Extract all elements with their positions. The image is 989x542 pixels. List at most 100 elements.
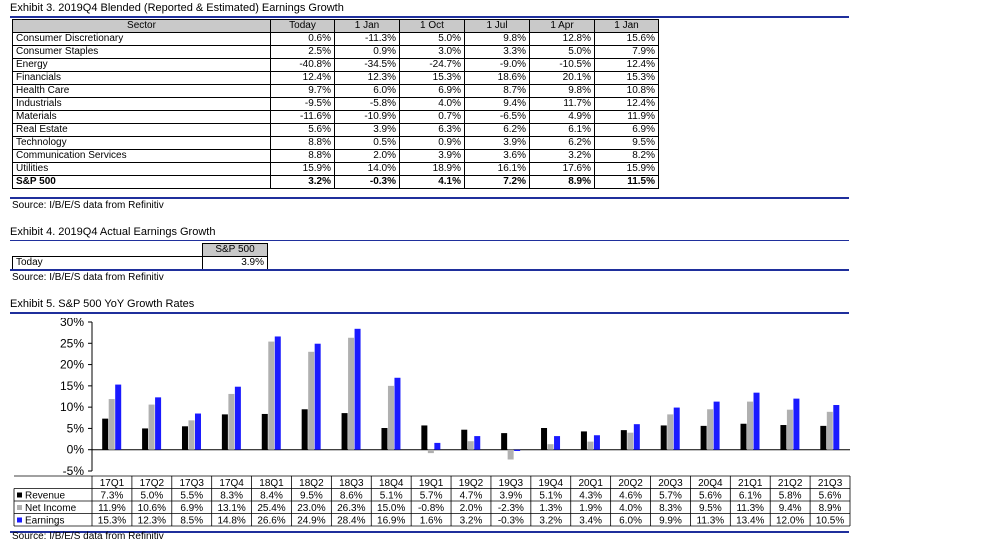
growth-value-cell: 6.2%: [529, 136, 595, 150]
growth-value-cell: 11.7%: [529, 97, 595, 111]
bar-earnings: [833, 405, 840, 450]
header-period: 1 Jan: [334, 19, 400, 33]
growth-value-cell: 15.9%: [594, 162, 659, 176]
growth-value-cell: -24.7%: [399, 58, 465, 72]
legend-label: Earnings: [25, 516, 64, 527]
data-label: 9.5%: [300, 491, 323, 502]
data-label: 4.6%: [619, 491, 642, 502]
bar-revenue: [620, 430, 627, 450]
growth-value-cell: -10.5%: [529, 58, 595, 72]
data-label: 9.9%: [659, 516, 682, 527]
legend-label: Revenue: [25, 491, 65, 502]
growth-value-cell: 0.7%: [399, 110, 465, 124]
data-label: 13.1%: [217, 503, 245, 514]
growth-value-cell: -34.5%: [334, 58, 400, 72]
growth-value-cell: 6.2%: [464, 123, 530, 137]
table-row: Consumer Staples 2.5% 0.9% 3.0% 3.3% 5.0% 7.9%: [12, 45, 659, 59]
growth-value-cell: -9.0%: [464, 58, 530, 72]
growth-value-cell: 5.6%: [270, 123, 335, 137]
bar-earnings: [514, 449, 521, 451]
sector-growth-table: Sector Today 1 Jan 1 Oct 1 Jul 1 Apr 1 Jan Con…: [12, 19, 659, 189]
data-label: 6.0%: [619, 516, 642, 527]
category-label: 21Q1: [738, 478, 763, 489]
growth-value-cell: 3.9%: [334, 123, 400, 137]
sector-name-cell: Materials: [12, 110, 271, 124]
exhibit4-title: Exhibit 4. 2019Q4 Actual Earnings Growth: [10, 226, 216, 238]
growth-value-cell: -11.3%: [334, 32, 400, 46]
bar-net-income: [786, 409, 793, 450]
bar-revenue: [421, 425, 428, 450]
growth-value-cell: -10.9%: [334, 110, 400, 124]
bar-net-income: [587, 441, 594, 450]
data-label: 11.9%: [98, 503, 126, 514]
growth-rates-chart: -5% 0% 5% 10% 15% 20% 25% 30% 17Q1 17Q2 17Q3 17Q4 18…: [13, 318, 851, 527]
growth-value-cell: 12.8%: [529, 32, 595, 46]
bar-earnings: [394, 377, 401, 450]
data-label: 4.3%: [579, 491, 602, 502]
bar-earnings: [633, 424, 640, 450]
data-label: 5.5%: [180, 491, 203, 502]
y-tick-label: 20%: [60, 358, 84, 372]
growth-value-cell: 4.1%: [399, 175, 465, 189]
growth-value-cell: -9.5%: [270, 97, 335, 111]
growth-value-cell: 18.6%: [464, 71, 530, 85]
bar-revenue: [261, 413, 268, 450]
data-label: 24.9%: [297, 516, 325, 527]
table-row: Real Estate 5.6% 3.9% 6.3% 6.2% 6.1% 6.9%: [12, 123, 659, 137]
data-label: 1.6%: [420, 516, 443, 527]
growth-value-cell: 3.9%: [399, 149, 465, 163]
header-sector: Sector: [12, 19, 271, 33]
sector-name-cell: Financials: [12, 71, 271, 85]
bar-net-income: [667, 414, 674, 450]
growth-value-cell: 4.9%: [529, 110, 595, 124]
data-label: 5.6%: [819, 491, 842, 502]
growth-value-cell: 3.3%: [464, 45, 530, 59]
growth-value-cell: 5.0%: [529, 45, 595, 59]
exhibit4-source: Source: I/B/E/S data from Refinitiv: [12, 272, 164, 283]
legend-label: Net Income: [25, 503, 77, 514]
data-label: 12.3%: [138, 516, 166, 527]
growth-value-cell: -11.6%: [270, 110, 335, 124]
growth-value-cell: 15.6%: [594, 32, 659, 46]
data-label: 8.6%: [340, 491, 363, 502]
data-label: 28.4%: [337, 516, 365, 527]
growth-value-cell: 9.8%: [529, 84, 595, 98]
data-label: 1.9%: [579, 503, 602, 514]
data-label: 5.1%: [380, 491, 403, 502]
category-label: 18Q2: [299, 478, 324, 489]
growth-value-cell: 7.9%: [594, 45, 659, 59]
category-label: 19Q4: [539, 478, 564, 489]
data-label: 13.4%: [736, 516, 764, 527]
bar-net-income: [467, 441, 474, 450]
data-label: -2.3%: [498, 503, 524, 514]
growth-value-cell: 3.9%: [464, 136, 530, 150]
exhibit4-rule: [10, 240, 849, 241]
growth-value-cell: 6.1%: [529, 123, 595, 137]
bar-net-income: [627, 432, 634, 450]
data-label: 3.9%: [499, 491, 522, 502]
header-period: 1 Jan: [594, 19, 659, 33]
data-label: 10.6%: [138, 503, 166, 514]
category-label: 17Q3: [180, 478, 205, 489]
category-label: 19Q2: [459, 478, 484, 489]
bar-revenue: [301, 409, 308, 450]
data-label: 15.0%: [377, 503, 405, 514]
bar-net-income: [148, 404, 155, 450]
bar-revenue: [580, 431, 587, 450]
bar-net-income: [507, 449, 514, 460]
bar-net-income: [228, 393, 235, 450]
exhibit5-source: Source: I/B/E/S data from Refinitiv: [12, 531, 164, 542]
growth-value-cell: 8.7%: [464, 84, 530, 98]
data-label: 11.3%: [697, 516, 725, 527]
data-label: 3.4%: [579, 516, 602, 527]
category-label: 18Q4: [379, 478, 404, 489]
growth-value-cell: 3.6%: [464, 149, 530, 163]
bar-net-income: [348, 337, 355, 450]
bar-net-income: [826, 411, 833, 450]
exhibit3-source: Source: I/B/E/S data from Refinitiv: [12, 200, 164, 211]
data-label: 5.7%: [659, 491, 682, 502]
growth-value-cell: 12.4%: [270, 71, 335, 85]
category-label: 20Q4: [698, 478, 723, 489]
category-label: 20Q2: [618, 478, 643, 489]
growth-value-cell: 17.6%: [529, 162, 595, 176]
